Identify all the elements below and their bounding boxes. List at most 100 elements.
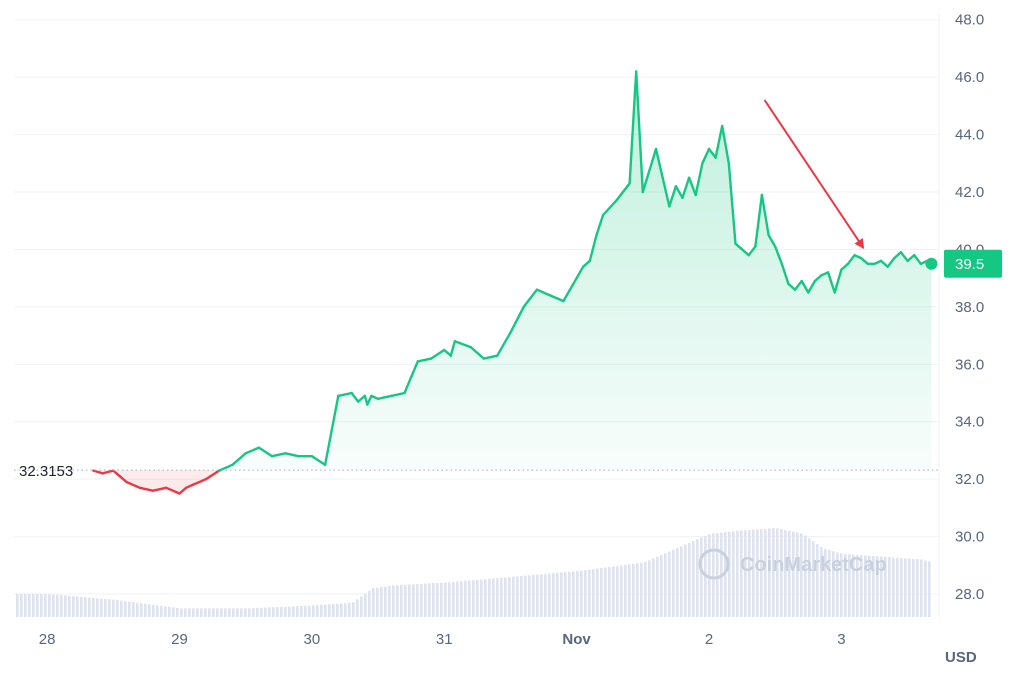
volume-bar (240, 608, 243, 617)
volume-bar (440, 582, 443, 617)
volume-bar (660, 555, 663, 617)
x-tick-label: 2 (705, 631, 713, 648)
volume-bar (112, 599, 115, 617)
price-line-segment (840, 262, 850, 271)
price-line-segment (376, 394, 393, 400)
volume-bar (188, 608, 191, 617)
y-tick-label: 44.0 (955, 127, 984, 144)
volume-bar (760, 529, 763, 617)
volume-bar (376, 587, 379, 617)
watermark-text: CoinMarketCap (740, 554, 887, 576)
volume-bar (248, 608, 251, 617)
price-line-segment (118, 475, 128, 484)
volume-bar (268, 607, 271, 617)
baseline-label: 32.3153 (19, 463, 73, 480)
volume-bar (628, 564, 631, 617)
price-line-segment (687, 176, 697, 197)
volume-bar (708, 534, 711, 617)
volume-bar (416, 584, 419, 617)
y-tick-label: 46.0 (955, 69, 984, 86)
price-line-segment (101, 469, 115, 475)
volume-bar (236, 608, 239, 617)
volume-bar (564, 572, 567, 617)
volume-bar (580, 570, 583, 617)
volume-bar (388, 585, 391, 617)
y-tick-label: 32.0 (955, 471, 984, 488)
price-line-segment (860, 256, 869, 265)
x-tick-label: 30 (304, 631, 321, 648)
price-line-segment (370, 394, 380, 400)
price-line-segment (747, 245, 757, 257)
volume-bar (352, 602, 355, 617)
volume-bar (824, 548, 827, 617)
volume-bar (744, 530, 747, 617)
price-line-segment (582, 259, 591, 268)
volume-bar (436, 583, 439, 617)
price-area-fill (93, 71, 932, 471)
volume-bar (44, 594, 47, 617)
volume-bar (712, 533, 715, 617)
current-price-badge: 39.5 (944, 249, 1002, 278)
volume-bar (276, 607, 279, 617)
volume-bar (600, 568, 603, 617)
price-line-segment (707, 147, 717, 159)
price-line-segment (721, 124, 730, 165)
volume-bar (560, 572, 563, 617)
volume-bar (732, 531, 735, 617)
volume-bar (172, 607, 175, 617)
price-line-segment (654, 147, 671, 208)
volume-bar (424, 583, 427, 617)
volume-bar (16, 594, 19, 617)
volume-bar (896, 557, 899, 617)
price-line-segment (151, 486, 168, 492)
y-tick-label: 30.0 (955, 529, 984, 546)
price-line-segment (178, 486, 188, 495)
volume-bar (612, 566, 615, 617)
volume-bar (592, 569, 595, 617)
volume-bar (120, 600, 123, 617)
volume-bar (864, 555, 867, 617)
volume-bar (124, 601, 127, 617)
baseline: 32.3153 (14, 463, 938, 480)
volume-bar (464, 580, 467, 617)
volume-bar (928, 561, 931, 617)
price-line-segment (323, 394, 340, 466)
price-line-segment (774, 245, 783, 265)
price-line-segment (694, 162, 704, 197)
volume-bar (56, 594, 59, 617)
volume-bar (684, 544, 687, 617)
volume-bar (96, 598, 99, 617)
volume-bar (28, 594, 31, 617)
volume-bar (132, 602, 135, 617)
volume-bar (100, 598, 103, 617)
last-price-point (925, 257, 938, 270)
volume-bar (892, 557, 895, 617)
volume-bar (204, 608, 207, 617)
price-line-segment (668, 185, 678, 208)
volume-bar (832, 551, 835, 617)
price-area (93, 71, 932, 494)
volume-bar (800, 533, 803, 617)
volume-bar (24, 594, 27, 617)
price-line-segment (588, 233, 598, 263)
volume-bar (104, 599, 107, 617)
volume-bar (84, 597, 87, 617)
volume-bar (396, 585, 399, 617)
volume-bar (88, 597, 91, 617)
volume-bar (196, 608, 199, 617)
volume-bar (804, 535, 807, 617)
volume-bar (776, 528, 779, 617)
volume-bar (372, 588, 375, 617)
price-line-segment (337, 391, 353, 398)
down-trend-arrow (763, 99, 865, 250)
volume-bar (788, 530, 791, 617)
volume-bar (748, 530, 751, 617)
volume-bar (404, 584, 407, 617)
volume-bar (920, 559, 923, 617)
price-line-segment (826, 271, 836, 294)
volume-bar (584, 570, 587, 617)
price-line-segment (284, 452, 300, 458)
price-line-segment (879, 259, 889, 268)
volume-bar (224, 608, 227, 617)
